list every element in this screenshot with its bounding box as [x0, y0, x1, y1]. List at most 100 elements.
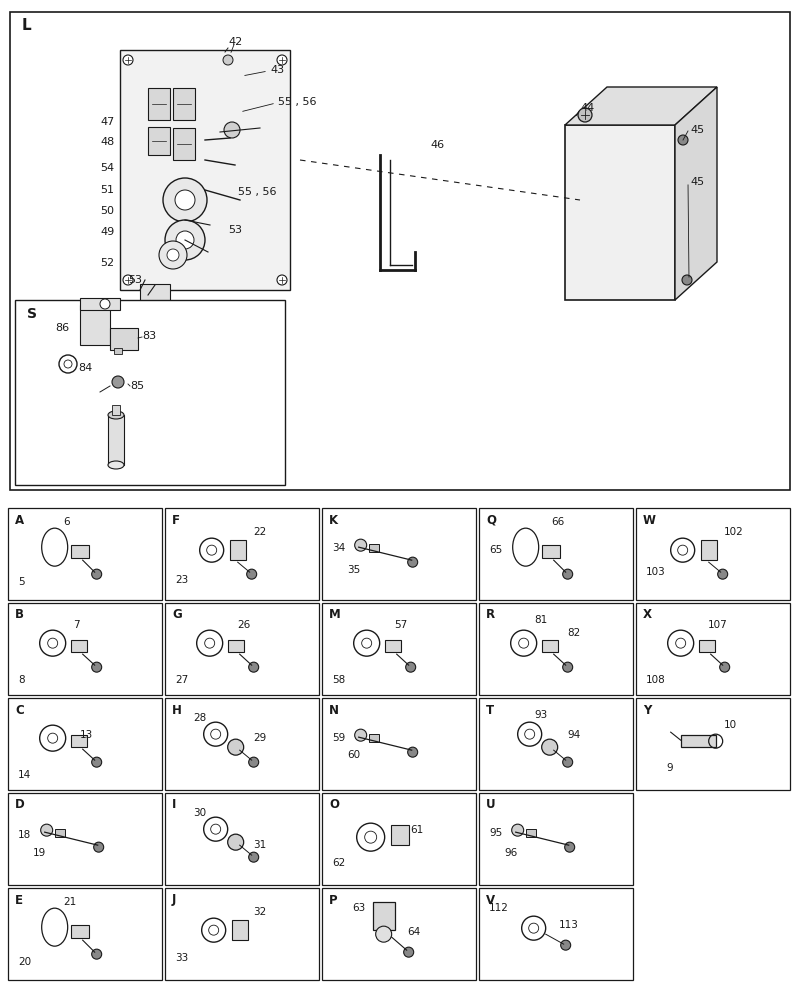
Bar	[479, 793, 633, 885]
Bar	[542, 640, 558, 652]
Text: F: F	[172, 514, 180, 526]
Circle shape	[718, 569, 728, 579]
Text: 84: 84	[78, 363, 92, 373]
Bar	[8, 508, 162, 600]
Circle shape	[408, 557, 418, 567]
Circle shape	[175, 190, 195, 210]
Circle shape	[228, 834, 244, 850]
Bar	[479, 888, 633, 980]
Bar	[526, 829, 536, 837]
Text: 14: 14	[18, 770, 31, 780]
Bar	[165, 888, 319, 980]
Text: D: D	[15, 798, 25, 812]
Text: 66: 66	[551, 517, 564, 527]
Text: 64: 64	[407, 927, 420, 937]
Text: 53: 53	[128, 275, 142, 285]
Bar	[8, 603, 162, 695]
Text: 6: 6	[63, 517, 70, 527]
Text: Q: Q	[486, 514, 496, 526]
Ellipse shape	[108, 461, 124, 469]
Text: 8: 8	[18, 675, 25, 685]
Text: 29: 29	[253, 733, 266, 743]
Text: 18: 18	[18, 830, 31, 840]
Text: H: H	[172, 704, 182, 716]
Circle shape	[277, 275, 287, 285]
Bar	[701, 540, 717, 560]
Circle shape	[123, 275, 133, 285]
Text: 93: 93	[534, 710, 547, 720]
Circle shape	[92, 662, 102, 672]
Text: 54: 54	[100, 163, 114, 173]
Text: Y: Y	[643, 704, 651, 716]
Bar	[636, 508, 790, 600]
Circle shape	[512, 824, 524, 836]
Bar	[70, 735, 86, 747]
Circle shape	[159, 241, 187, 269]
Text: J: J	[172, 894, 176, 906]
Text: 96: 96	[504, 848, 518, 858]
Bar	[112, 405, 120, 415]
Text: 61: 61	[410, 825, 423, 835]
Circle shape	[100, 299, 110, 309]
Text: 102: 102	[724, 527, 744, 537]
Bar	[322, 603, 476, 695]
Bar	[390, 825, 409, 845]
Bar	[110, 328, 138, 350]
Text: 9: 9	[666, 763, 673, 773]
Text: 19: 19	[33, 848, 46, 858]
Circle shape	[354, 539, 366, 551]
Text: 45: 45	[690, 125, 704, 135]
Text: 86: 86	[55, 323, 69, 333]
Circle shape	[542, 739, 558, 755]
Text: 33: 33	[175, 953, 188, 963]
Text: 55 , 56: 55 , 56	[238, 187, 277, 197]
Circle shape	[376, 926, 392, 942]
Bar	[542, 545, 560, 558]
Bar	[369, 734, 378, 742]
Text: 32: 32	[253, 907, 266, 917]
Circle shape	[578, 108, 592, 122]
Text: 45: 45	[690, 177, 704, 187]
Text: 103: 103	[646, 567, 666, 577]
Circle shape	[112, 376, 124, 388]
Bar	[173, 128, 195, 160]
Circle shape	[176, 231, 194, 249]
Text: 21: 21	[63, 897, 76, 907]
Text: 83: 83	[142, 331, 156, 341]
Text: L: L	[22, 18, 32, 33]
Bar	[681, 735, 716, 747]
Circle shape	[249, 757, 258, 767]
Text: C: C	[15, 704, 24, 716]
Bar	[8, 698, 162, 790]
Circle shape	[163, 178, 207, 222]
Bar	[385, 640, 401, 652]
Text: 49: 49	[100, 227, 114, 237]
Bar	[698, 640, 714, 652]
Text: 52: 52	[100, 258, 114, 268]
Text: 7: 7	[73, 620, 80, 630]
Text: 34: 34	[332, 543, 346, 553]
Bar	[322, 793, 476, 885]
Bar	[70, 545, 89, 558]
Circle shape	[562, 662, 573, 672]
Circle shape	[224, 122, 240, 138]
Bar	[636, 603, 790, 695]
Circle shape	[404, 947, 414, 957]
Text: 20: 20	[18, 957, 31, 967]
Text: B: B	[15, 608, 24, 621]
Text: U: U	[486, 798, 496, 812]
Circle shape	[228, 739, 244, 755]
Bar	[148, 127, 170, 155]
Text: G: G	[172, 608, 182, 621]
Text: 26: 26	[237, 620, 250, 630]
Text: X: X	[643, 608, 652, 621]
Text: 10: 10	[724, 720, 737, 730]
Bar	[565, 125, 675, 300]
Text: 57: 57	[394, 620, 407, 630]
Circle shape	[408, 747, 418, 757]
Text: 65: 65	[489, 545, 502, 555]
Bar	[165, 603, 319, 695]
Circle shape	[249, 662, 258, 672]
Text: 27: 27	[175, 675, 188, 685]
Text: 47: 47	[100, 117, 114, 127]
